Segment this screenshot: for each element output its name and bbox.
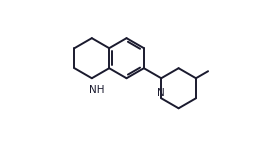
Text: N: N: [157, 88, 165, 98]
Text: NH: NH: [89, 85, 105, 95]
